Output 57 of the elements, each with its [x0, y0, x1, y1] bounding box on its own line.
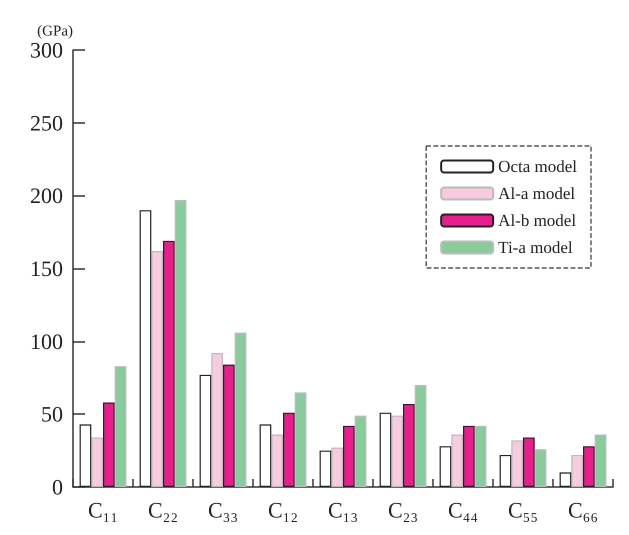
bar: [331, 448, 343, 487]
y-axis-title: (GPa): [37, 24, 73, 40]
legend-label: Al-b model: [498, 211, 576, 230]
bar: [320, 450, 332, 487]
bar: [211, 352, 223, 487]
x-tick-label: C₁₁: [88, 498, 118, 522]
bar: [343, 426, 355, 487]
bar: [500, 454, 512, 487]
bar: [223, 364, 235, 487]
bar: [560, 472, 572, 487]
bar: [451, 434, 463, 487]
bar: [163, 240, 175, 487]
y-tick-label: 200: [30, 183, 63, 208]
bar: [114, 366, 126, 487]
legend-label: Ti-a model: [498, 238, 573, 257]
bar: [200, 374, 212, 487]
x-tick-label: C₂₂: [148, 498, 178, 522]
bar: [571, 454, 583, 487]
x-tick-label: C₁₃: [328, 498, 358, 522]
x-tick-label: C₄₄: [448, 498, 478, 522]
bar: [440, 446, 452, 487]
y-tick-label: 100: [30, 328, 63, 354]
bar: [511, 440, 523, 487]
y-tick-label: 50: [41, 402, 63, 427]
bar: [380, 412, 392, 487]
bar: [174, 200, 186, 487]
y-tick-label: 250: [30, 110, 63, 136]
bar: [260, 424, 272, 487]
x-tick-label: C₅₅: [508, 498, 538, 522]
bar: [294, 392, 306, 487]
bar: [523, 437, 535, 487]
bar: [91, 437, 103, 487]
y-tick-label: 300: [30, 38, 63, 62]
bar: [234, 332, 246, 487]
bar: [283, 412, 295, 487]
x-tick-label: C₃₃: [208, 498, 238, 522]
bar: [140, 210, 152, 487]
x-tick-label: C₆₆: [568, 498, 598, 522]
bar: [271, 434, 283, 487]
bar: [151, 251, 163, 487]
bar: [103, 402, 115, 487]
y-tick-label: 0: [52, 474, 63, 500]
bar: [583, 446, 595, 487]
bar: [463, 426, 475, 487]
bar: [80, 424, 92, 487]
bar: [474, 426, 486, 487]
bar: [403, 404, 415, 487]
bar: [414, 385, 426, 487]
bar: [534, 449, 546, 487]
y-tick-label: 150: [30, 256, 63, 281]
x-tick-label: C₂₃: [388, 498, 418, 522]
bar: [354, 416, 366, 487]
legend-label: Al-a model: [498, 184, 576, 203]
x-tick-label: C₁₂: [268, 498, 298, 522]
legend-label: Octa model: [498, 157, 578, 176]
bar: [594, 434, 606, 487]
bar: [391, 416, 403, 487]
